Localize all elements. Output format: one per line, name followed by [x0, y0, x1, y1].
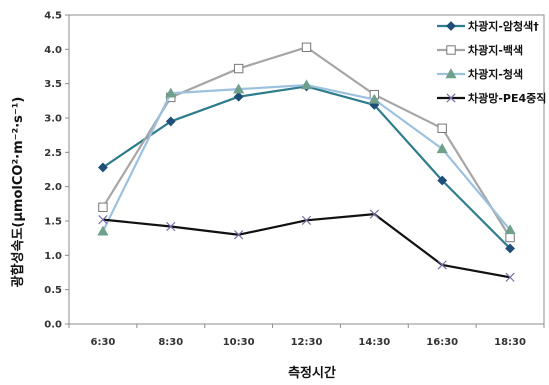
legend-marker	[445, 68, 457, 79]
x-tick-label: 6:30	[90, 337, 115, 348]
data-point	[300, 79, 313, 90]
data-point	[233, 63, 244, 74]
y-tick-label: 2.5	[44, 148, 62, 159]
series-3	[97, 79, 516, 236]
data-point	[98, 162, 108, 173]
y-tick-label: 2.0	[44, 182, 62, 193]
data-point	[505, 243, 515, 254]
legend-entry: 차광지-청색	[437, 67, 523, 81]
legend-entry: 차광망-PE4중직	[437, 91, 546, 105]
x-tick-label: 16:30	[426, 337, 458, 348]
series-1	[98, 81, 515, 254]
legend-label: 차광지-암청색†	[468, 19, 539, 33]
data-point	[301, 42, 312, 52]
data-point	[165, 87, 177, 98]
data-point	[504, 224, 516, 235]
data-point	[369, 209, 379, 219]
x-tick-label: 10:30	[223, 337, 255, 348]
x-axis-ticks: 6:30 8:30 10:30 12:30 14:30 16:30 18:30	[68, 324, 545, 348]
series-line	[102, 85, 511, 250]
legend-marker	[446, 93, 456, 103]
y-axis-title: 광합성속도(μmolCO²·m⁻²·s⁻¹)	[10, 97, 26, 288]
data-point	[368, 93, 380, 104]
y-tick-label: 0.0	[44, 320, 62, 331]
data-point	[301, 215, 312, 225]
series-line	[102, 213, 511, 279]
series-layer	[97, 42, 516, 282]
x-tick-label: 18:30	[494, 337, 526, 348]
legend-label: 차광망-PE4중직	[468, 91, 546, 105]
x-tick-label: 8:30	[158, 337, 183, 348]
legend-marker	[446, 45, 456, 55]
legend-entry: 차광지-암청색†	[437, 19, 539, 33]
y-axis-ticks: 0.0 0.5 1.0 1.5 2.0 2.5 3.0 3.5 4.0 4.5	[44, 11, 69, 331]
y-tick-label: 1.0	[44, 251, 62, 262]
series-4	[98, 209, 515, 282]
data-point	[436, 143, 448, 154]
x-axis-title: 측정시간	[288, 365, 336, 381]
plot-border	[68, 14, 545, 325]
x-tick-label: 14:30	[358, 337, 390, 348]
x-tick-label: 12:30	[291, 337, 323, 348]
data-point	[166, 221, 176, 232]
data-point	[97, 225, 109, 236]
y-tick-label: 3.5	[44, 79, 62, 90]
data-point	[437, 123, 447, 133]
data-point	[437, 260, 447, 270]
y-tick-label: 1.5	[44, 217, 62, 228]
legend-label: 차광지-백색	[468, 43, 523, 57]
data-point	[165, 116, 176, 127]
y-tick-label: 3.0	[44, 114, 62, 125]
legend-entry: 차광지-백색	[437, 43, 523, 57]
y-tick-label: 4.0	[44, 45, 62, 56]
data-point	[98, 215, 108, 225]
series-line	[101, 83, 511, 232]
data-point	[98, 202, 108, 212]
y-tick-label: 0.5	[44, 285, 62, 296]
data-point	[233, 83, 245, 94]
data-point	[233, 91, 244, 102]
data-point	[234, 230, 244, 240]
y-tick-label: 4.5	[44, 11, 62, 22]
data-point	[505, 232, 515, 243]
plot-area	[68, 14, 545, 325]
legend-marker	[446, 21, 456, 31]
data-point	[505, 272, 515, 282]
legend-label: 차광지-청색	[468, 67, 523, 81]
data-point	[437, 175, 448, 186]
